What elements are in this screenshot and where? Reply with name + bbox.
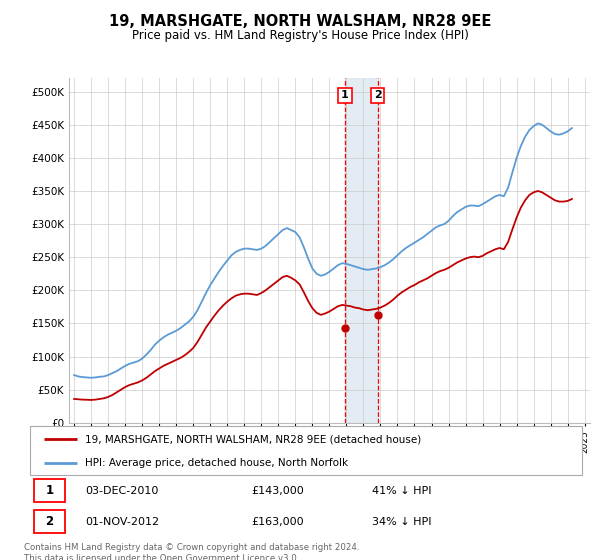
Text: 03-DEC-2010: 03-DEC-2010 [85, 486, 158, 496]
FancyBboxPatch shape [34, 511, 65, 534]
Text: 1: 1 [341, 91, 349, 100]
FancyBboxPatch shape [30, 426, 582, 475]
Text: £163,000: £163,000 [251, 517, 304, 527]
Text: 19, MARSHGATE, NORTH WALSHAM, NR28 9EE: 19, MARSHGATE, NORTH WALSHAM, NR28 9EE [109, 14, 491, 29]
Text: Contains HM Land Registry data © Crown copyright and database right 2024.
This d: Contains HM Land Registry data © Crown c… [24, 543, 359, 560]
Text: 41% ↓ HPI: 41% ↓ HPI [372, 486, 432, 496]
Text: 2: 2 [374, 91, 382, 100]
Text: HPI: Average price, detached house, North Norfolk: HPI: Average price, detached house, Nort… [85, 458, 349, 468]
Text: 19, MARSHGATE, NORTH WALSHAM, NR28 9EE (detached house): 19, MARSHGATE, NORTH WALSHAM, NR28 9EE (… [85, 435, 421, 445]
Text: 1: 1 [46, 484, 53, 497]
Text: 2: 2 [46, 515, 53, 529]
Text: 34% ↓ HPI: 34% ↓ HPI [372, 517, 432, 527]
Text: Price paid vs. HM Land Registry's House Price Index (HPI): Price paid vs. HM Land Registry's House … [131, 29, 469, 42]
Text: 01-NOV-2012: 01-NOV-2012 [85, 517, 160, 527]
Text: £143,000: £143,000 [251, 486, 304, 496]
Bar [345, 78, 377, 423]
FancyBboxPatch shape [34, 479, 65, 502]
